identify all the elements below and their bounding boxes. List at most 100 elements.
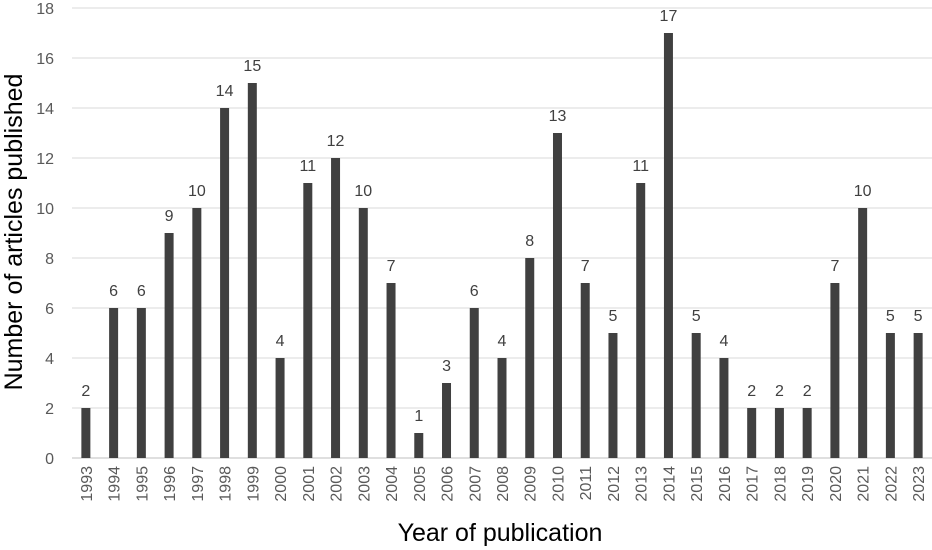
y-tick-label: 18 [36,1,54,18]
x-tick-label: 2017 [745,466,762,502]
data-label: 4 [498,333,507,350]
y-tick-label: 8 [45,251,54,268]
y-tick-label: 4 [45,351,54,368]
x-tick-label: 2007 [467,466,484,502]
data-label: 5 [609,308,618,325]
bar [691,333,701,458]
x-tick-label: 2008 [495,466,512,502]
x-axis-ticks: 1993 1994 1995 1996 1997 1998 1999 2000 2001 2002… [79,466,928,502]
data-label: 2 [775,383,784,400]
bar [580,283,590,458]
x-tick-label: 1996 [162,466,179,502]
data-label: 8 [525,233,534,250]
data-label: 7 [387,258,396,275]
x-axis-title: Year of publication [398,519,603,547]
data-label: 5 [692,308,701,325]
bar [774,408,784,458]
x-tick-label: 2013 [634,466,651,502]
bar [663,33,673,458]
x-tick-label: 2021 [856,466,873,502]
data-label: 1 [414,408,423,425]
bar [81,408,91,458]
data-label: 10 [854,183,872,200]
x-tick-label: 1997 [190,466,207,502]
data-label: 12 [327,133,345,150]
bar [719,358,729,458]
data-label: 17 [660,8,678,25]
y-tick-label: 14 [36,101,54,118]
bar [109,308,119,458]
bar [913,333,923,458]
bar [636,183,646,458]
y-tick-label: 12 [36,151,54,168]
bar [386,283,396,458]
bar [552,133,562,458]
bar [192,208,202,458]
x-tick-label: 2012 [606,466,623,502]
data-label: 2 [803,383,812,400]
data-label: 11 [300,158,317,175]
data-label: 7 [581,258,590,275]
data-label: 5 [914,308,923,325]
x-tick-label: 1993 [79,466,96,502]
bar [497,358,507,458]
data-label: 10 [188,183,206,200]
x-tick-label: 2006 [440,466,457,502]
bars [81,33,923,458]
x-tick-label: 2014 [661,466,678,502]
y-tick-label: 2 [45,401,54,418]
x-tick-label: 2000 [273,466,290,502]
x-tick-label: 2010 [550,466,567,502]
x-tick-label: 1998 [218,466,235,502]
data-label: 6 [137,283,146,300]
bar [858,208,868,458]
bar [885,333,895,458]
bar [303,183,313,458]
data-label: 3 [442,358,451,375]
data-label: 15 [243,58,261,75]
data-label: 9 [165,208,174,225]
x-tick-label: 2001 [301,466,318,502]
y-tick-label: 0 [45,451,54,468]
x-tick-label: 1999 [245,466,262,502]
data-label: 14 [216,83,234,100]
x-tick-label: 2020 [828,466,845,502]
bar [442,383,452,458]
x-tick-label: 2023 [911,466,928,502]
data-label: 4 [719,333,728,350]
bar [469,308,479,458]
bar [747,408,757,458]
y-axis-title: Number of articles published [0,74,28,391]
bar [136,308,146,458]
data-label: 6 [109,283,118,300]
data-label: 2 [747,383,756,400]
x-tick-label: 2011 [578,466,595,501]
data-label: 11 [632,158,649,175]
bar [220,108,230,458]
bar [830,283,840,458]
bar [275,358,285,458]
data-label: 2 [81,383,90,400]
bar [358,208,368,458]
y-tick-label: 16 [36,51,54,68]
x-tick-label: 2003 [356,466,373,502]
data-label: 13 [549,108,567,125]
x-tick-label: 2016 [717,466,734,502]
data-label: 6 [470,283,479,300]
y-tick-label: 6 [45,301,54,318]
x-tick-label: 2009 [523,466,540,502]
x-tick-label: 2019 [800,466,817,502]
x-tick-label: 2004 [384,466,401,502]
data-label: 5 [886,308,895,325]
bar [247,83,257,458]
data-label: 7 [830,258,839,275]
bar [164,233,174,458]
x-tick-label: 2002 [329,466,346,502]
x-tick-label: 2022 [883,466,900,502]
bar [608,333,618,458]
x-tick-label: 2005 [412,466,429,502]
x-tick-label: 1994 [107,466,124,502]
gridlines [72,7,932,459]
